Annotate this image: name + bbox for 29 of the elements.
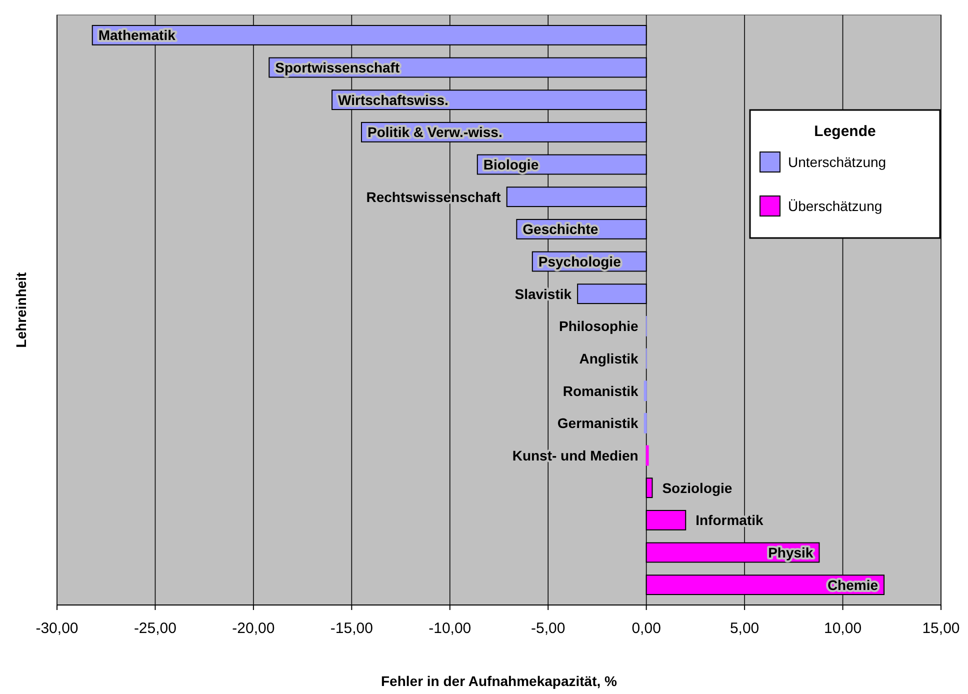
x-tick-label: 10,00 [824,620,862,637]
y-tick-label: Mathematik [98,27,176,44]
x-tick-label: 5,00 [730,620,760,637]
y-tick-label: Soziologie [662,480,732,496]
legend-title: Legende [814,123,876,140]
x-tick-label: 15,00 [922,620,960,637]
y-tick-label: Physik [768,544,814,560]
y-tick-label: Biologie [483,156,539,172]
y-tick-label: Politik & Verw.-wiss. [367,124,502,140]
x-axis-title: Fehler in der Aufnahmekapazität, % [381,673,618,689]
y-tick-label: Romanistik [562,382,639,399]
x-tick-label: -25,00 [134,620,176,637]
x-tick-label: -30,00 [36,620,78,637]
y-tick-label: Germanistik [557,415,639,432]
y-tick-label: Wirtschaftswiss. [338,92,448,108]
y-tick-label: Chemie [827,576,878,593]
y-axis-title: Lehreinheit [13,272,29,348]
y-tick-label: Philosophie [558,318,639,334]
x-tick-label: 0,00 [632,620,661,637]
y-tick-label: Psychologie [538,254,622,270]
x-tick-label: -10,00 [428,620,472,637]
y-tick-label: Sportwissenschaft [275,60,400,76]
x-tick-label: -15,00 [330,620,373,637]
y-tick-label: Anglistik [579,350,639,366]
x-tick-label: -20,00 [232,620,275,637]
x-tick-label: -5,00 [531,620,566,637]
legend-label: Überschätzung [788,198,882,214]
legend-label: Unterschätzung [788,154,886,170]
y-tick-label: Geschichte [522,221,598,238]
